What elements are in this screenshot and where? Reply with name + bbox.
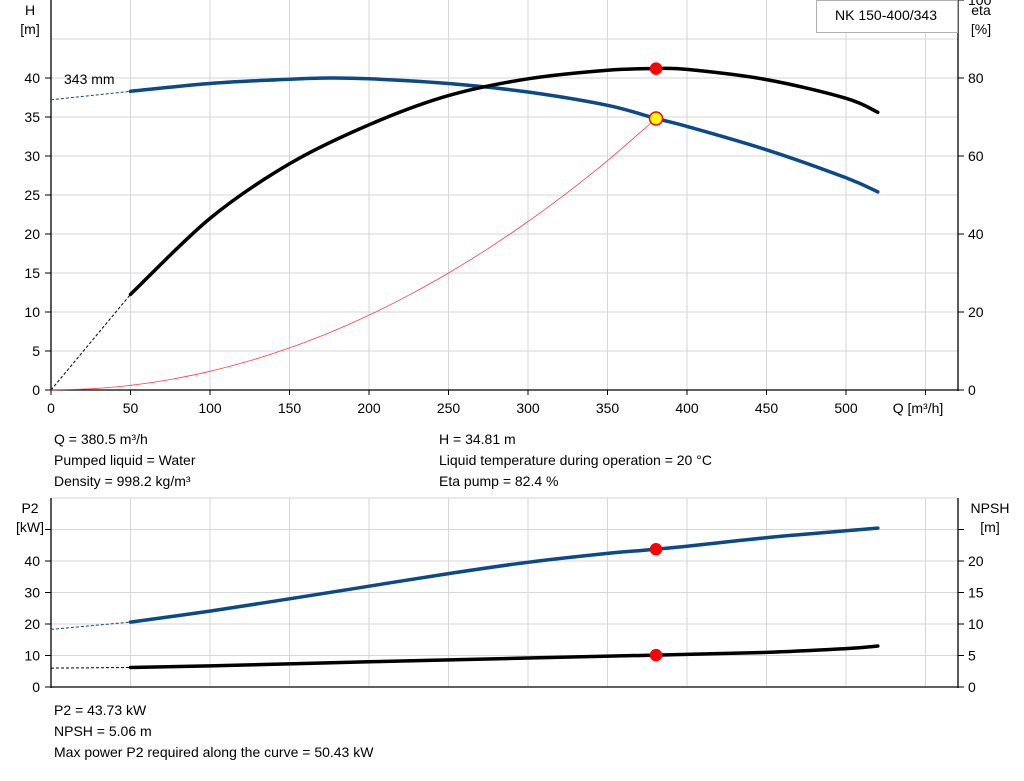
y2-tick-label: 0 [968, 679, 976, 695]
y2-tick-label: 0 [968, 382, 976, 398]
max-power-text: Max power P2 required along the curve = … [54, 744, 374, 760]
series-p2-line [128, 526, 880, 624]
series-system-line [50, 118, 657, 391]
y-tick-label: 30 [24, 585, 40, 601]
pump-model-label: NK 150-400/343 [835, 7, 937, 23]
pumped-liquid-text: Pumped liquid = Water [54, 452, 196, 468]
y2-tick-label: 10 [968, 616, 984, 632]
y2-tick-label: 15 [968, 585, 984, 601]
series-p2-extrapolated [50, 621, 131, 630]
series-npsh-line [128, 644, 880, 670]
operating-point-h [648, 111, 664, 126]
y-tick-label: 0 [32, 382, 40, 398]
y2-tick-label: 5 [968, 648, 976, 664]
y2-axis-title: eta [971, 2, 991, 18]
y-tick-label: 40 [24, 70, 40, 86]
y2-tick-label: 100 [968, 0, 992, 8]
series-npsh-extrapolated [50, 667, 131, 669]
series-h-extrapolated [50, 90, 131, 101]
y2-tick-label: 20 [968, 553, 984, 569]
x-tick-label: 450 [755, 400, 779, 416]
y-tick-label: 40 [24, 553, 40, 569]
y-tick-label: 20 [24, 226, 40, 242]
series-eta-line [128, 66, 880, 297]
y-tick-label: 10 [24, 304, 40, 320]
x-tick-label: 100 [198, 400, 222, 416]
duty-info-left: Q = 380.5 m³/h Pumped liquid = Water Den… [54, 429, 196, 492]
power-info: P2 = 43.73 kW NPSH = 5.06 m Max power P2… [54, 700, 373, 763]
y-tick-label: 10 [24, 648, 40, 664]
y-axis-title: P2 [21, 500, 38, 516]
x-tick-label: 300 [516, 400, 540, 416]
y-tick-label: 25 [24, 187, 40, 203]
x-tick-label: 0 [47, 400, 55, 416]
duty-info-right: H = 34.81 m Liquid temperature during op… [439, 429, 712, 492]
y2-tick-label: 60 [968, 148, 984, 164]
y-tick-label: 5 [32, 343, 40, 359]
pump-model-box [816, 0, 958, 33]
impeller-diameter-label: 343 mm [64, 71, 115, 87]
panel-0 [45, 0, 964, 395]
eta-pump-text: Eta pump = 82.4 % [439, 473, 559, 489]
y2-tick-label: 20 [968, 304, 984, 320]
operating-point-npsh [649, 648, 663, 662]
y-axis-unit: [m] [20, 21, 39, 37]
x-tick-label: 150 [278, 400, 302, 416]
npsh-text: NPSH = 5.06 m [54, 723, 152, 739]
series-h-line [128, 76, 880, 194]
y2-axis-title: NPSH [971, 500, 1010, 516]
operating-point-eta [649, 62, 663, 75]
x-tick-label: 250 [437, 400, 461, 416]
y-axis-title: H [25, 2, 35, 18]
y-axis-unit: [kW] [16, 519, 44, 535]
y2-tick-label: 40 [968, 226, 984, 242]
series-eta-extrapolated [50, 294, 131, 391]
x-tick-label: 350 [596, 400, 620, 416]
y2-axis-unit: [m] [980, 519, 999, 535]
y2-axis-unit: [%] [971, 21, 991, 37]
head-text: H = 34.81 m [439, 431, 516, 447]
operating-point-p2 [649, 543, 663, 556]
y-tick-label: 20 [24, 616, 40, 632]
y-tick-label: 15 [24, 265, 40, 281]
density-text: Density = 998.2 kg/m³ [54, 473, 191, 489]
x-tick-label: 50 [123, 400, 139, 416]
y2-tick-label: 80 [968, 70, 984, 86]
x-tick-label: 500 [834, 400, 858, 416]
y-tick-label: 35 [24, 109, 40, 125]
x-tick-label: 200 [357, 400, 381, 416]
flow-text: Q = 380.5 m³/h [54, 431, 148, 447]
y-tick-label: 30 [24, 148, 40, 164]
p2-text: P2 = 43.73 kW [54, 702, 147, 718]
liquid-temperature-text: Liquid temperature during operation = 20… [439, 452, 712, 468]
y-tick-label: 0 [32, 679, 40, 695]
panel-1 [45, 497, 964, 688]
x-tick-label: 400 [675, 400, 699, 416]
x-axis-title: Q [m³/h] [893, 400, 944, 416]
